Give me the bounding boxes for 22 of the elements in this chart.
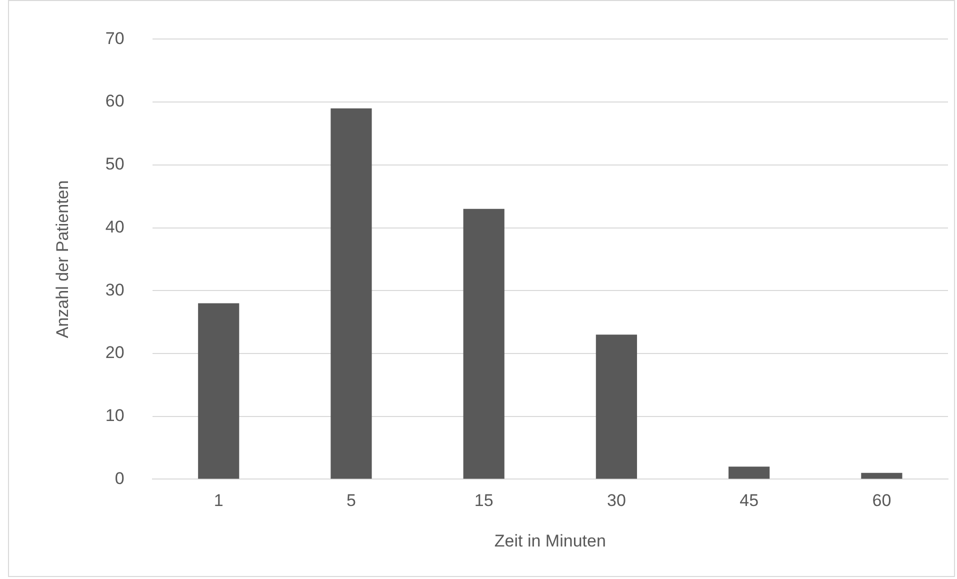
bar [330,108,372,479]
x-tick-label: 30 [607,491,626,510]
y-tick-label: 30 [105,280,124,300]
y-tick-label: 0 [114,468,124,488]
y-tick-label: 50 [105,154,124,174]
x-tick-label: 5 [346,491,356,510]
y-axis-title: Anzahl der Patienten [52,180,72,338]
bar [198,303,240,479]
x-tick-label: 1 [214,491,224,510]
x-tick-label: 15 [474,491,494,510]
y-tick-label: 20 [105,343,124,362]
bar [861,472,902,479]
x-axis-title: Zeit in Minuten [494,531,606,550]
x-tick-label: 45 [740,491,759,510]
bar [728,466,770,479]
bar [596,334,638,479]
y-tick-label: 70 [105,28,124,48]
y-tick-label: 40 [105,217,124,236]
y-tick-label: 10 [105,406,124,426]
y-tick-label: 60 [105,92,124,111]
x-tick-label: 60 [872,491,892,510]
bar [463,208,504,479]
